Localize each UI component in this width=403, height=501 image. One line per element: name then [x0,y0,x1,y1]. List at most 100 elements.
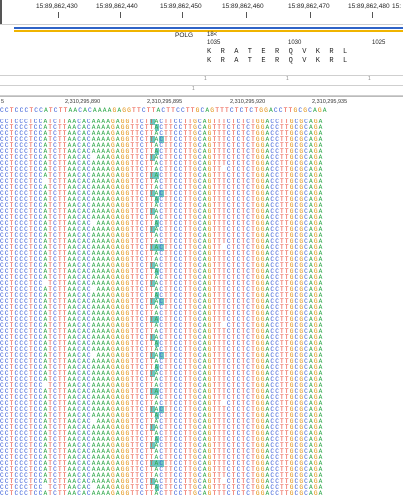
coordinate-ruler: 15:89,862,430 15:89,862,440 15:89,862,45… [0,0,403,25]
read-row[interactable]: CCTCCCTCCATCTTAACACAAAAGAGGTTCTTACTTCCTT… [0,316,324,323]
ruler-label: 15:89,862,470 [288,3,330,10]
read-row[interactable]: CCTCCCTCCATCTTAACACAAAAGAGGTTCTTACTTCCTT… [0,328,324,335]
reference-sequence: CCTCCCTCCATCTTAACACAAAAGAGGTTCTTACTTCCTT… [0,107,328,114]
track-marker: 1 [368,76,371,82]
read-row[interactable]: CCTCCCTCCATCTTAACACAAAAGAGGTTCTTACTTCCTT… [0,490,324,497]
read-row[interactable]: CCTCCCTCCATCTTAACACAAAAGAGGTTCTTACTTCCTT… [0,232,324,239]
read-row[interactable]: CCTCCCTCCATCTTAACACAAAAGAGGTTCTTACTTCCTT… [0,178,324,185]
read-row[interactable]: CCTCCCTCCATCTTAACACAAAAGAGGTTCTTACTTCCTT… [0,226,324,233]
read-row[interactable]: CCTCCCTCCATCTTAACACAAAAGAGGTTCTTACTTCCTT… [0,346,324,353]
read-row[interactable]: CCTCCCTCCATCTTAACACAAAAGAGGTTCTTACTTCCTT… [0,184,324,191]
read-row[interactable]: CCTCCCTCCATCTTAACACAAAAGAGGTTCTTACTTCCTT… [0,358,324,365]
read-row[interactable]: CCTCCCTCCATCTTAACACAAAAGAGGTTCTTACTTCCTT… [0,406,324,413]
coord-label: 2,310,295,935 [312,99,348,105]
ruler-tick [120,12,121,18]
read-row[interactable]: CCTCCCTCCATCTTAACACAAAAGAGGTTCTTACTTCCTT… [0,436,324,443]
read-row[interactable]: CCTCCCTCCATCTTAACACAAAAGAGGTTCTTACTTCCTT… [0,142,324,149]
read-row[interactable]: CCTCCCTCCATCTTAACACAAAAGAGGTTCTTACTTCCTT… [0,250,324,257]
read-row[interactable]: CCTCCCTCCATCTTAACACAAAAGAGGTTCTTACTTCCTT… [0,394,324,401]
read-row[interactable]: CCTCCCTCCATCTTAACACAAAAGAGGTTCTTACTTCCTT… [0,202,324,209]
ruler-label: 15:89,862,440 [96,3,138,10]
read-row[interactable]: CCTCCCTCCATCTTAACACAAAAGAGGTTCTTACTTCCTT… [0,376,324,383]
read-row[interactable]: CCTCCCTCCATCTTAACACAAAAGAGGTTCTTACTTCCTT… [0,364,324,371]
read-row[interactable]: CCTCCCTCCATCTTAACACAAAAGAGGTTCTTACTTCCTT… [0,340,324,347]
read-row[interactable]: CCTCCCTCCATCTTAACACAAAAGAGGTTCTTACTTCCTT… [0,130,324,137]
read-row[interactable]: CCTCCCTCCATCTTAACACAAAAGAGGTTCTTACTTCCTT… [0,154,324,161]
read-row[interactable]: CCTCCCTCCATCTTAACACAAAAGAGGTTCTTACTTCCTT… [0,388,324,395]
track-marker: 1 [286,76,289,82]
aa-number: 1025 [372,40,386,46]
ruler-label: 15:89,862,450 [160,3,202,10]
read-row[interactable]: CCTCCCTCCATCTTAACACAAAAGAGGTTCTTACTTCCTT… [0,262,324,269]
read-pileup[interactable]: CCTCCCTCCATCTTAACACAAAAGAGGTTCTTACTTCCTT… [0,119,403,501]
read-row[interactable]: CCTCCCTCCATCTTAACACAAAAGAGGTTCTTACTTCCTT… [0,244,324,251]
ruler-tick [58,12,59,18]
read-row[interactable]: CCTCCCTCCATCTTAACACAAAAGAGGTTCTTACTTCCTT… [0,214,324,221]
read-row[interactable]: CCTCCCTCCATCTTAACACAAAAGAGGTTCTTACTTCCTT… [0,442,324,449]
coord-label: 2,310,295,895 [147,99,183,105]
left-edge-bar [0,0,2,24]
read-row[interactable]: CCTCCCTCCATCTTAACACAAAAGAGGTTCTTACTTCCTT… [0,172,324,179]
read-row[interactable]: CCTCCCTCCATCTTAACACAAAAGAGGTTCTTACTTCCTT… [0,166,324,173]
read-row[interactable]: CCTCCCTCCATCTTAACACAAAAGAGGTTCTTACTTCCTT… [0,334,324,341]
aa-number: 1030 [288,40,302,46]
read-row[interactable]: CCTCCCTCCATCTTAACACAAAAGAGGTTCTTACTTCCTT… [0,148,324,155]
read-row[interactable]: CCTCCCTCCATCTTAACACAAAAGAGGTTCTTACTTCCTT… [0,454,324,461]
ruler-label: 15:89,862,460 [222,3,264,10]
read-row[interactable]: CCTCCCTCCATCTTAACACAAAAGAGGTTCTTACTTCCTT… [0,136,324,143]
ruler-label: 15:89,862,430 [36,3,78,10]
read-row[interactable]: CCTCCCTCCATCTTAACACAAAAGAGGTTCTTACTTCCTT… [0,298,324,305]
transcript-line [14,27,403,29]
aa-number: 1035 [207,40,221,46]
read-row[interactable]: CCTCCCTCCATCTTAACACAAAAGAGGTTCTTACTTCCTT… [0,478,324,485]
gene-annotation-track[interactable]: POLG 18< 1035 1030 1025 KRATERQVKRL KRAT… [0,25,403,75]
read-row[interactable]: CCTCCCTCCATCTTAACACAAAAGAGGTTCTTACTTCCTT… [0,238,324,245]
read-row[interactable]: CCTCCCTCCATCTTAACACAAAAGAGGTTCTTACTTCCTT… [0,274,324,281]
ruler-label: 15:89,862,480 [348,3,390,10]
read-row[interactable]: CCTCCCTCCATCTTAACACAAAAGAGGTTCTTACTTCCTT… [0,310,324,317]
feature-track[interactable]: 1 1 1 [0,75,403,86]
read-row[interactable]: CCTCCCTCCATCTTAACACAAAAGAGGTTCTTACTTCCTT… [0,196,324,203]
amino-acid-row: KRATERQVKRL [207,48,357,56]
exon-label: 18< [207,32,218,38]
read-row[interactable]: CCTCCCTCCATCTTAACACAAAAGAGGTTCTTACTTCCTT… [0,124,324,131]
read-row[interactable]: CCTCCCTCCATCTTAACACAAAAGAGGTTCTTACTTCCTT… [0,322,324,329]
read-row[interactable]: CCTCCCTCCATCTTAACACAAAAGAGGTTCTTACTTCCTT… [0,484,324,491]
gene-feature-lines [14,27,403,32]
read-row[interactable]: CCTCCCTCCATCTTAACACAAAAGAGGTTCTTACTTCCTT… [0,382,324,389]
ruler-tick [372,12,373,18]
read-row[interactable]: CCTCCCTCCATCTTAACACAAAAGAGGTTCTTACTTCCTT… [0,256,324,263]
read-row[interactable]: CCTCCCTCCATCTTAACACAAAAGAGGTTCTTACTTCCTT… [0,220,324,227]
track-marker: 1 [192,86,195,92]
ruler-tick [310,12,311,18]
alignment-coordinates: 5 2,310,295,890 2,310,295,895 2,310,295,… [0,99,403,107]
read-row[interactable]: CCTCCCTCCATCTTAACACAAAAGAGGTTCTTACTTCCTT… [0,304,324,311]
read-row[interactable]: CCTCCCTCCATCTTAACACAAAAGAGGTTCTTACTTCCTT… [0,472,324,479]
read-row[interactable]: CCTCCCTCCATCTTAACACAAAAGAGGTTCTTACTTCCTT… [0,430,324,437]
read-row[interactable]: CCTCCCTCCATCTTAACACAAAAGAGGTTCTTACTTCCTT… [0,268,324,275]
read-row[interactable]: CCTCCCTCCATCTTAACACAAAAGAGGTTCTTACTTCCTT… [0,208,324,215]
alignment-panel[interactable]: 5 2,310,295,890 2,310,295,895 2,310,295,… [0,96,403,501]
amino-acid-row: KRATERQVKRL [207,57,357,65]
read-row[interactable]: CCTCCCTCCATCTTAACACAAAAGAGGTTCTTACTTCCTT… [0,160,324,167]
ruler-label: 15: [392,3,402,10]
read-row[interactable]: CCTCCCTCCATCTTAACACAAAAGAGGTTCTTACTTCCTT… [0,412,324,419]
coord-label: 2,310,295,890 [65,99,101,105]
read-row[interactable]: CCTCCCTCCATCTTAACACAAAAGAGGTTCTTACTTCCTT… [0,292,324,299]
read-row[interactable]: CCTCCCTCCATCTTAACACAAAAGAGGTTCTTACTTCCTT… [0,466,324,473]
read-row[interactable]: CCTCCCTCCATCTTAACACAAAAGAGGTTCTTACTTCCTT… [0,286,324,293]
read-row[interactable]: CCTCCCTCCATCTTAACACAAAAGAGGTTCTTACTTCCTT… [0,352,324,359]
read-row[interactable]: CCTCCCTCCATCTTAACACAAAAGAGGTTCTTACTTCCTT… [0,448,324,455]
ruler-tick [246,12,247,18]
read-row[interactable]: CCTCCCTCCATCTTAACACAAAAGAGGTTCTTACTTCCTT… [0,424,324,431]
read-row[interactable]: CCTCCCTCCATCTTAACACAAAAGAGGTTCTTACTTCCTT… [0,280,324,287]
track-marker: 1 [204,76,207,82]
read-row[interactable]: CCTCCCTCCATCTTAACACAAAAGAGGTTCTTACTTCCTT… [0,119,324,125]
read-row[interactable]: CCTCCCTCCATCTTAACACAAAAGAGGTTCTTACTTCCTT… [0,418,324,425]
read-row[interactable]: CCTCCCTCCATCTTAACACAAAAGAGGTTCTTACTTCCTT… [0,190,324,197]
exon-line [14,30,403,32]
read-row[interactable]: CCTCCCTCCATCTTAACACAAAAGAGGTTCTTACTTCCTT… [0,460,324,467]
read-row[interactable]: CCTCCCTCCATCTTAACACAAAAGAGGTTCTTACTTCCTT… [0,400,324,407]
feature-track[interactable]: 1 [0,86,403,96]
read-row[interactable]: CCTCCCTCCATCTTAACACAAAAGAGGTTCTTACTTCCTT… [0,370,324,377]
